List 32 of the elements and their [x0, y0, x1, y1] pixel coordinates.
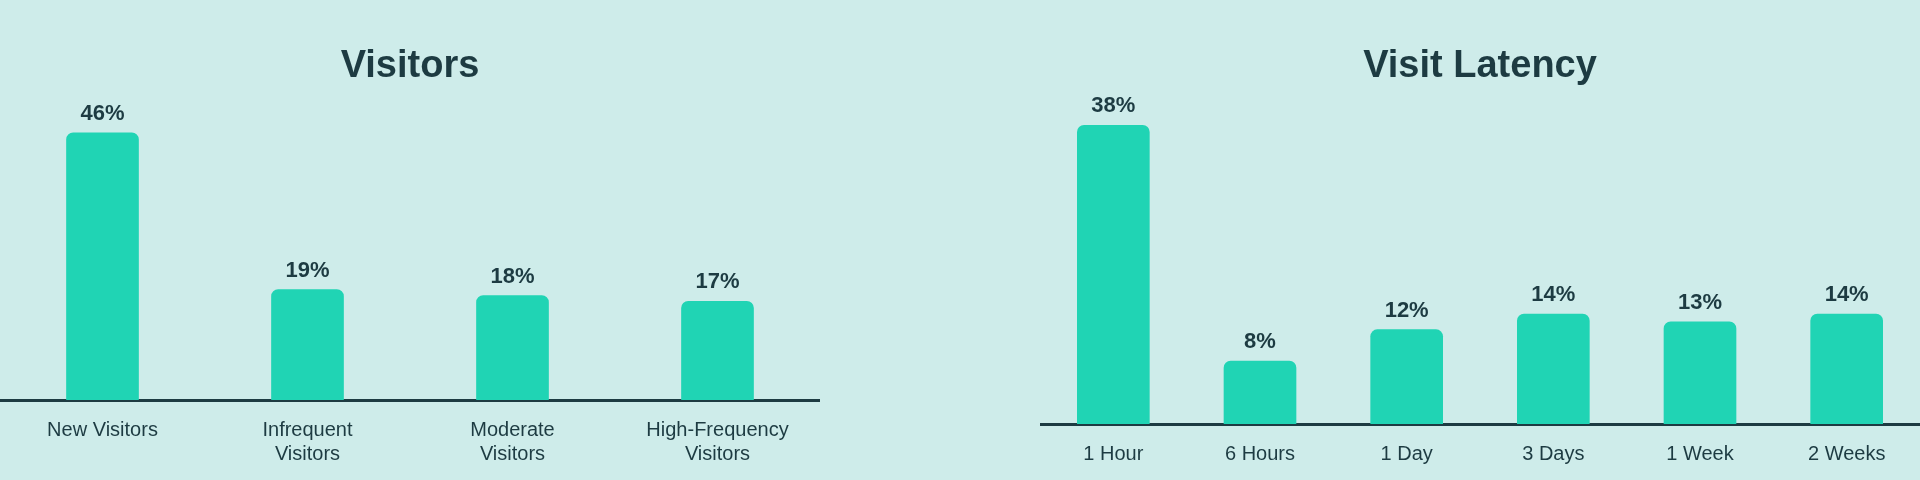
chart-title: Visit Latency	[1363, 43, 1597, 86]
x-tick-label: 3 Days	[1522, 441, 1585, 464]
data-label: 46%	[80, 99, 125, 125]
bar	[66, 132, 139, 400]
bar	[681, 300, 754, 400]
bar	[476, 295, 549, 400]
data-label: 19%	[285, 256, 330, 282]
data-label: 14%	[1531, 281, 1576, 307]
bar	[1810, 313, 1883, 424]
x-tick-label: 1 Day	[1380, 441, 1433, 464]
bar	[1663, 321, 1737, 424]
data-label: 18%	[490, 262, 535, 288]
x-tick-label: New Visitors	[47, 417, 158, 440]
data-label: 8%	[1244, 328, 1276, 354]
data-label: 38%	[1091, 92, 1136, 118]
data-label: 14%	[1824, 281, 1869, 307]
data-label: 12%	[1384, 296, 1429, 322]
bar	[1077, 124, 1150, 424]
bar	[1517, 313, 1590, 424]
x-tick-label: 2 Weeks	[1807, 441, 1886, 464]
x-tick-label: 1 Week	[1666, 441, 1735, 464]
chart-title: Visitors	[340, 43, 480, 86]
bar	[1223, 360, 1297, 424]
data-label: 17%	[695, 268, 740, 294]
bar	[1370, 329, 1443, 424]
data-label: 13%	[1677, 288, 1723, 314]
x-tick-label: 6 Hours	[1224, 441, 1296, 464]
x-tick-label: Moderate Visitors	[470, 417, 555, 464]
x-tick-label: High-Frequency Visitors	[646, 417, 789, 464]
x-tick-label: 1 Hour	[1083, 441, 1144, 464]
bar	[271, 289, 344, 400]
x-tick-label: Infrequent Visitors	[262, 417, 353, 464]
